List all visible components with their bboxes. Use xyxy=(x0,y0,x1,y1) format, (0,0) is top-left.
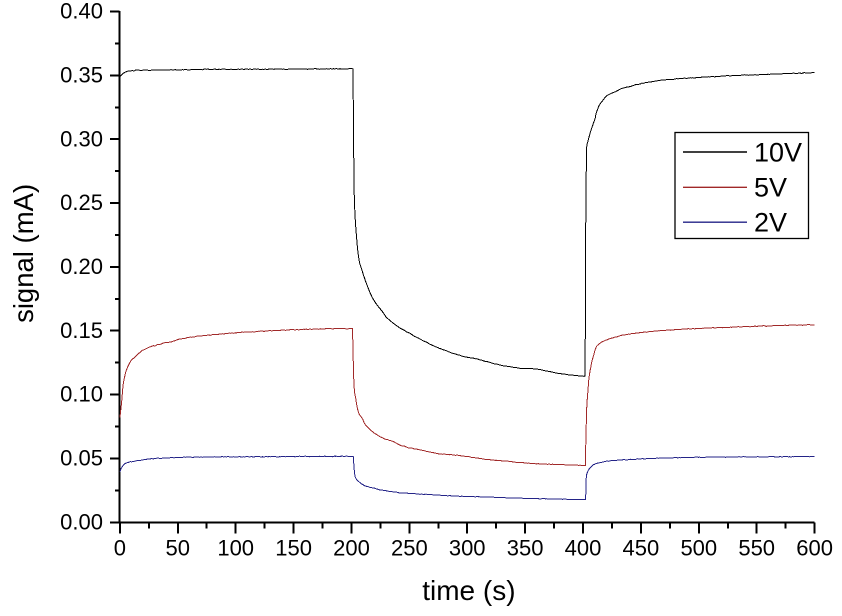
svg-text:5V: 5V xyxy=(754,173,787,203)
svg-text:0.20: 0.20 xyxy=(60,254,103,279)
svg-text:signal (mA): signal (mA) xyxy=(8,184,39,323)
svg-text:150: 150 xyxy=(275,535,312,560)
svg-text:0.00: 0.00 xyxy=(60,509,103,534)
svg-text:50: 50 xyxy=(166,535,190,560)
svg-text:450: 450 xyxy=(623,535,660,560)
svg-text:0.25: 0.25 xyxy=(60,190,103,215)
svg-text:250: 250 xyxy=(391,535,428,560)
svg-text:0.05: 0.05 xyxy=(60,446,103,471)
svg-text:0.35: 0.35 xyxy=(60,62,103,87)
svg-text:0.30: 0.30 xyxy=(60,126,103,151)
svg-text:100: 100 xyxy=(217,535,254,560)
svg-text:0.40: 0.40 xyxy=(60,0,103,24)
svg-text:400: 400 xyxy=(565,535,602,560)
svg-text:2V: 2V xyxy=(754,208,787,238)
svg-text:500: 500 xyxy=(680,535,717,560)
svg-text:550: 550 xyxy=(738,535,775,560)
svg-text:0.15: 0.15 xyxy=(60,318,103,343)
svg-text:200: 200 xyxy=(333,535,370,560)
svg-text:0: 0 xyxy=(114,535,126,560)
svg-text:600: 600 xyxy=(796,535,833,560)
svg-text:350: 350 xyxy=(507,535,544,560)
svg-text:10V: 10V xyxy=(754,137,802,167)
svg-text:time (s): time (s) xyxy=(422,575,515,606)
svg-text:0.10: 0.10 xyxy=(60,382,103,407)
svg-text:300: 300 xyxy=(449,535,486,560)
